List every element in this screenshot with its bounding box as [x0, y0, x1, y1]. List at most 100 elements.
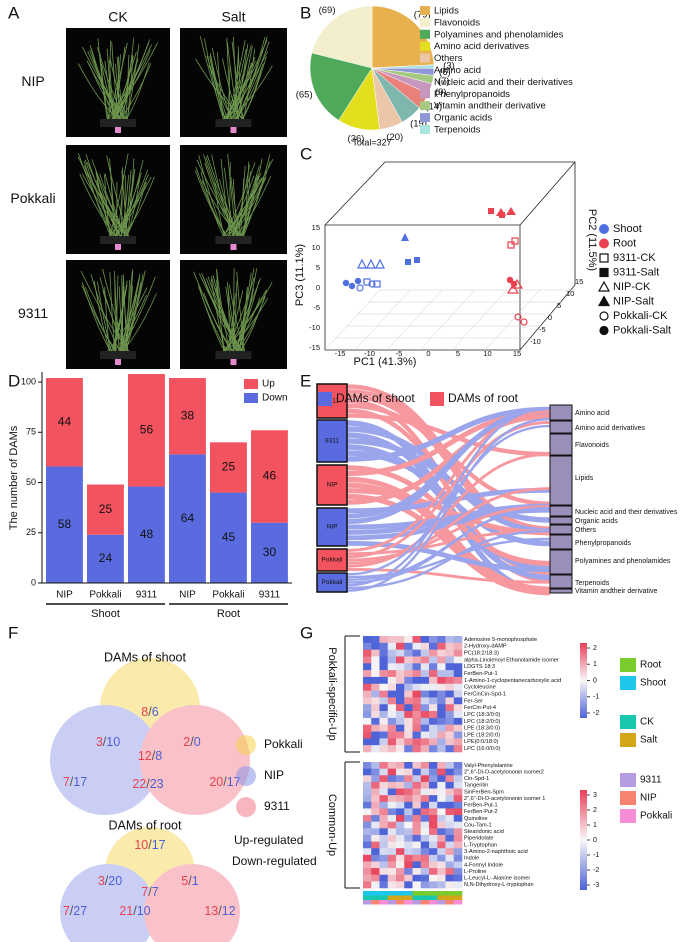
heatmap-cell	[379, 704, 389, 712]
heatmap-cell	[412, 821, 422, 829]
heatmap-cell	[396, 683, 405, 691]
leaf	[196, 159, 242, 237]
sankey-target-label: Organic acids	[575, 518, 618, 525]
heatmap-cell	[379, 768, 389, 776]
heatmap-cell	[445, 801, 455, 809]
annotation-cell	[445, 891, 455, 896]
leaf	[79, 173, 117, 237]
venn-count-part: 21	[119, 904, 133, 918]
tag	[230, 127, 237, 133]
legend-marker	[236, 766, 256, 786]
legend-label: Vitamin andtheir derivative	[434, 101, 546, 112]
leaf	[231, 59, 248, 120]
heatmap-cell	[404, 762, 413, 769]
heatmap-cell	[387, 738, 397, 746]
heatmap-cell	[387, 795, 397, 803]
sankey-target	[549, 404, 573, 421]
sankey-flow	[346, 506, 551, 584]
heatmap-cell	[429, 704, 438, 712]
venn-count-part: 5	[181, 874, 188, 888]
legend-label: Down	[262, 393, 288, 404]
slice-label: (69)	[319, 5, 336, 16]
legend-label: Nucleic acid and their derivatives	[434, 77, 573, 88]
heatmap-cell	[396, 828, 405, 836]
heatmap-cell	[387, 649, 397, 657]
leaf	[97, 38, 108, 120]
leaf	[116, 56, 124, 120]
heatmap-cell	[437, 848, 446, 856]
heatmap-cell	[420, 683, 430, 691]
bar	[210, 492, 247, 583]
heatmap-cell	[420, 788, 430, 796]
heatmap-cell	[387, 808, 397, 816]
heatmap-cell	[420, 808, 430, 816]
heatmap-row-label: L-Tryptophan	[464, 842, 497, 848]
heatmap-cell	[437, 808, 446, 816]
leaf	[115, 172, 142, 237]
legend-label: Salt	[640, 735, 657, 746]
heatmap-cell	[371, 768, 380, 776]
heatmap-cell	[453, 711, 463, 719]
heatmap-cell	[420, 868, 430, 876]
legend-label: Flavonoids	[434, 17, 480, 28]
z-tick-label: 5	[557, 301, 561, 310]
leaf	[243, 48, 256, 120]
venn-count-part: /	[152, 749, 156, 763]
heatmap-cell	[371, 848, 380, 856]
heatmap-cell	[379, 828, 389, 836]
heatmap-cell	[453, 690, 463, 698]
heatmap-cell	[379, 690, 389, 698]
heatmap-cell	[453, 636, 463, 644]
legend-label: DAMs of shoot	[336, 391, 415, 405]
heatmap-cell	[396, 656, 405, 664]
heatmap-cell	[379, 868, 389, 876]
heatmap-cell	[363, 834, 372, 842]
heatmap-row-label: LPE (18:3/0:0)	[464, 726, 500, 732]
bar	[87, 484, 124, 535]
leaf	[81, 173, 128, 237]
leaf	[109, 271, 116, 352]
heatmap-row-label: Quinoline	[464, 816, 488, 822]
heatmap-cell	[412, 724, 422, 732]
pie-slice	[311, 5, 373, 69]
venn-count-part: 27	[73, 904, 87, 918]
heatmap-cell	[420, 815, 430, 822]
heatmap-cell	[453, 795, 463, 803]
heatmap-cell	[437, 841, 446, 849]
annotation-cell	[387, 895, 397, 900]
heatmap-cell	[429, 731, 438, 739]
venn-count-part: 0	[194, 735, 201, 749]
sankey-flow	[346, 503, 551, 535]
venn-count-part: 12	[138, 749, 152, 763]
tag	[115, 359, 121, 365]
y-tick-label: 50	[26, 477, 36, 487]
heatmap-cell	[429, 663, 438, 671]
leaf	[113, 280, 128, 352]
heatmap-cell	[371, 697, 380, 705]
heatmap-row-label: Adenosine 5-monophosphate	[464, 637, 537, 643]
heatmap-cell	[412, 828, 422, 836]
leaf	[84, 159, 117, 237]
leaf	[123, 270, 146, 352]
venn-circles	[50, 658, 250, 942]
heatmap-cell	[371, 801, 380, 809]
heatmap-cell	[379, 731, 389, 739]
heatmap-cell	[363, 874, 372, 882]
leaf	[241, 288, 248, 352]
sankey-source	[316, 464, 348, 506]
annotation-cell	[387, 900, 397, 905]
y-tick-label: 0	[31, 577, 36, 587]
heatmap-row-label: LPC (18:2/0:0)	[464, 719, 501, 725]
legend-marker	[599, 238, 609, 249]
heatmap-cell	[453, 649, 463, 657]
heatmap-cell	[404, 711, 413, 719]
annotation-cell	[437, 891, 446, 896]
legend-label: NIP	[640, 793, 657, 804]
heatmap-cell	[445, 854, 455, 862]
sankey-target-label: Flavonoids	[575, 442, 609, 449]
venn-count-part: /	[190, 735, 194, 749]
legend-label: 9311	[640, 775, 662, 786]
leaf	[217, 52, 224, 120]
heatmap-cell	[429, 636, 438, 644]
annotation-cell	[371, 895, 380, 900]
